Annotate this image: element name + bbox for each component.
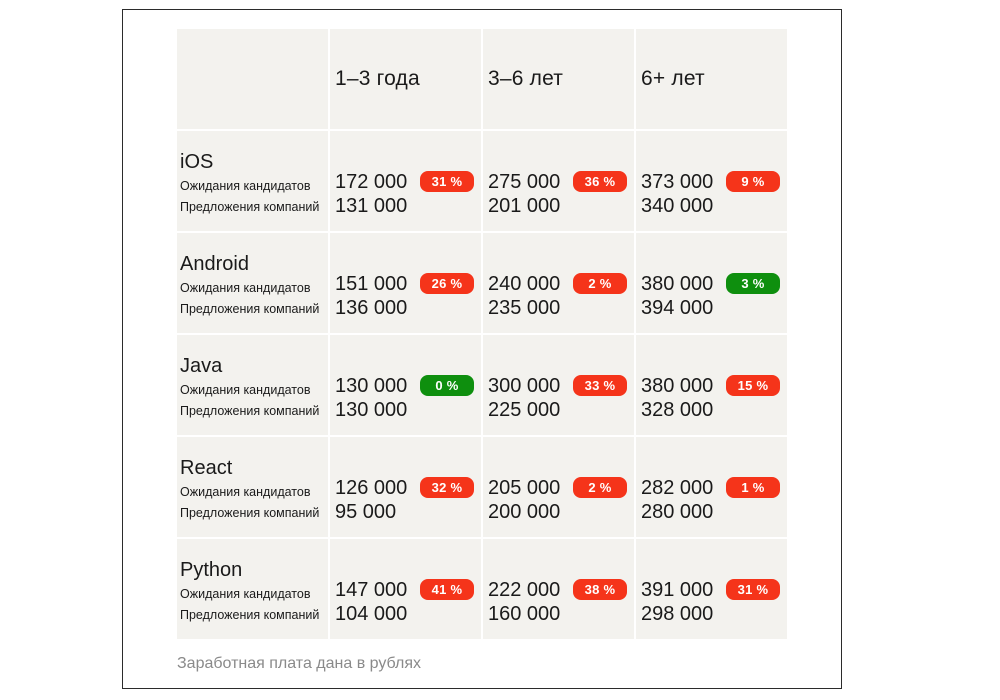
offer-value: 328 000	[641, 399, 714, 421]
difference-badge: 36 %	[573, 171, 627, 192]
expectation-value: 151 000	[335, 273, 408, 295]
footnote: Заработная плата дана в рублях	[177, 655, 421, 672]
salary-cell: 147 000 41 % 104 000	[330, 539, 481, 639]
difference-badge: 3 %	[726, 273, 780, 294]
salary-cell: 380 000 15 % 328 000	[636, 335, 787, 435]
expectation-value: 240 000	[488, 273, 561, 295]
offer-value: 298 000	[641, 603, 714, 625]
offers-label: Предложения компаний	[180, 608, 320, 622]
salary-cell: 126 000 32 % 95 000	[330, 437, 481, 537]
difference-badge: 1 %	[726, 477, 780, 498]
offer-value: 200 000	[488, 501, 561, 523]
language-name: React	[180, 457, 233, 479]
offer-value: 340 000	[641, 195, 714, 217]
offer-value: 95 000	[335, 501, 397, 523]
offers-label: Предложения компаний	[180, 200, 320, 214]
row-label-cell: React Ожидания кандидатов Предложения комп…	[177, 437, 328, 537]
offers-label: Предложения компаний	[180, 506, 320, 520]
salary-table: 1–3 года 3–6 лет 6+ лет iOS Ожидания канд…	[177, 29, 787, 639]
difference-badge: 2 %	[573, 273, 627, 294]
salary-cell: 205 000 2 % 200 000	[483, 437, 634, 537]
difference-badge: 33 %	[573, 375, 627, 396]
offer-value: 130 000	[335, 399, 408, 421]
offer-value: 280 000	[641, 501, 714, 523]
offer-value: 131 000	[335, 195, 408, 217]
offer-value: 201 000	[488, 195, 561, 217]
offer-value: 104 000	[335, 603, 408, 625]
header-cell: 6+ лет	[636, 29, 787, 129]
expectation-value: 373 000	[641, 171, 714, 193]
expectations-label: Ожидания кандидатов	[180, 281, 311, 295]
expectation-value: 126 000	[335, 477, 408, 499]
offer-value: 136 000	[335, 297, 408, 319]
language-name: Java	[180, 355, 223, 377]
difference-badge: 31 %	[726, 579, 780, 600]
difference-badge: 2 %	[573, 477, 627, 498]
offers-label: Предложения компаний	[180, 302, 320, 316]
difference-badge: 26 %	[420, 273, 474, 294]
offer-value: 225 000	[488, 399, 561, 421]
salary-cell: 282 000 1 % 280 000	[636, 437, 787, 537]
expectation-value: 380 000	[641, 273, 714, 295]
salary-cell: 391 000 31 % 298 000	[636, 539, 787, 639]
difference-badge: 41 %	[420, 579, 474, 600]
expectations-label: Ожидания кандидатов	[180, 179, 311, 193]
salary-cell: 300 000 33 % 225 000	[483, 335, 634, 435]
header-empty-cell	[177, 29, 328, 129]
header-label: 1–3 года	[335, 67, 420, 90]
expectations-label: Ожидания кандидатов	[180, 587, 311, 601]
header-cell: 3–6 лет	[483, 29, 634, 129]
row-label-cell: Python Ожидания кандидатов Предложения ком…	[177, 539, 328, 639]
salary-cell: 151 000 26 % 136 000	[330, 233, 481, 333]
difference-badge: 0 %	[420, 375, 474, 396]
header-label: 3–6 лет	[488, 67, 564, 90]
offer-value: 394 000	[641, 297, 714, 319]
language-name: Android	[180, 253, 249, 275]
salary-cell: 222 000 38 % 160 000	[483, 539, 634, 639]
row-label-cell: Android Ожидания кандидатов Предложения ко…	[177, 233, 328, 333]
expectation-value: 380 000	[641, 375, 714, 397]
difference-badge: 31 %	[420, 171, 474, 192]
expectation-value: 130 000	[335, 375, 408, 397]
salary-cell: 130 000 0 % 130 000	[330, 335, 481, 435]
language-name: Python	[180, 559, 243, 581]
header-cell: 1–3 года	[330, 29, 481, 129]
header-label: 6+ лет	[641, 67, 705, 90]
salary-cell: 380 000 3 % 394 000	[636, 233, 787, 333]
language-name: iOS	[180, 151, 214, 173]
difference-badge: 32 %	[420, 477, 474, 498]
expectation-value: 282 000	[641, 477, 714, 499]
difference-badge: 38 %	[573, 579, 627, 600]
salary-cell: 172 000 31 % 131 000	[330, 131, 481, 231]
offer-value: 235 000	[488, 297, 561, 319]
offer-value: 160 000	[488, 603, 561, 625]
expectation-value: 275 000	[488, 171, 561, 193]
expectation-value: 300 000	[488, 375, 561, 397]
expectation-value: 222 000	[488, 579, 561, 601]
expectation-value: 147 000	[335, 579, 408, 601]
expectation-value: 205 000	[488, 477, 561, 499]
salary-cell: 275 000 36 % 201 000	[483, 131, 634, 231]
row-label-cell: iOS Ожидания кандидатов Предложения компан…	[177, 131, 328, 231]
expectation-value: 391 000	[641, 579, 714, 601]
expectation-value: 172 000	[335, 171, 408, 193]
difference-badge: 15 %	[726, 375, 780, 396]
salary-cell: 373 000 9 % 340 000	[636, 131, 787, 231]
difference-badge: 9 %	[726, 171, 780, 192]
row-label-cell: Java Ожидания кандидатов Предложения компа…	[177, 335, 328, 435]
expectations-label: Ожидания кандидатов	[180, 383, 311, 397]
salary-cell: 240 000 2 % 235 000	[483, 233, 634, 333]
offers-label: Предложения компаний	[180, 404, 320, 418]
expectations-label: Ожидания кандидатов	[180, 485, 311, 499]
